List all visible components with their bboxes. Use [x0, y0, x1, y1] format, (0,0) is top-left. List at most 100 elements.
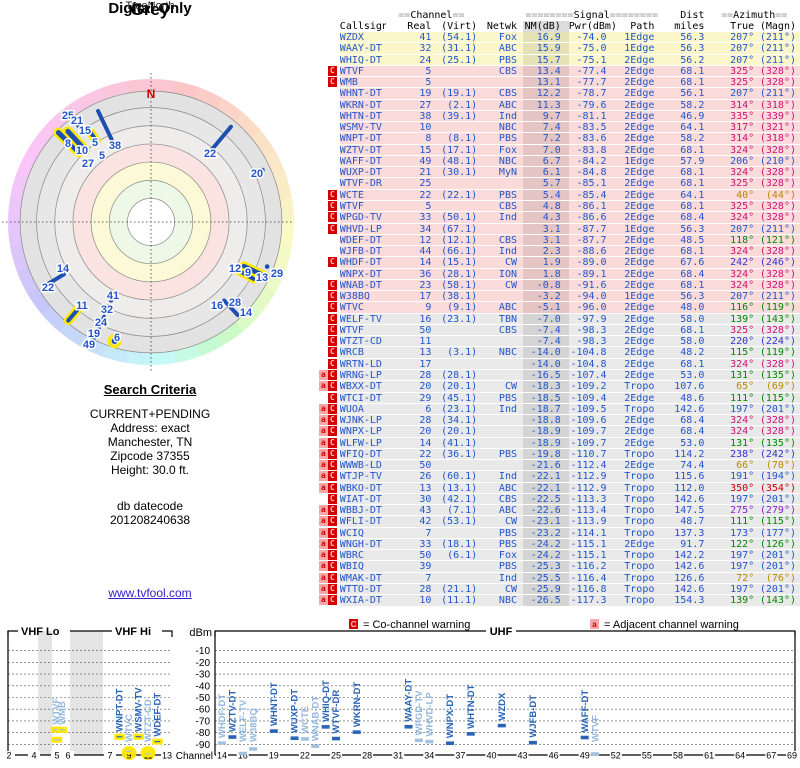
cell-path: 2Edge	[614, 347, 661, 359]
cell-azimuth-true: 335°	[708, 110, 755, 123]
cell-callsign: WFLI-DT	[339, 516, 386, 528]
col-header-magn: (Magn)	[759, 21, 796, 32]
cell-power-dbm: -114.1	[568, 527, 615, 539]
cell-azimuth-true: 325°	[708, 178, 755, 190]
cell-power-dbm: -83.5	[568, 122, 615, 134]
cell-distance-miles: 58.0	[660, 313, 709, 325]
cell-real-channel: 11	[385, 336, 432, 348]
cell-path: 2Edge	[614, 336, 661, 348]
cell-azimuth-magnetic: (328°)	[754, 324, 800, 337]
bar-callsign-label: WELF-TV	[238, 699, 249, 742]
cell-nm-db: -22.6	[522, 505, 569, 517]
channel-tick-label: 37	[455, 751, 465, 761]
cell-power-dbm: -116.2	[568, 561, 615, 573]
cell-network: Ind	[477, 212, 523, 224]
cell-callsign: WAAY-DT	[339, 43, 386, 55]
adjacent-channel-warning-badge: a	[318, 471, 328, 482]
cell-virtual-channel	[431, 65, 478, 78]
co-channel-warning-badge: C	[327, 223, 337, 234]
station-table-container: ==Channel== ========Signal======== Dist ==A…	[294, 10, 800, 607]
signal-bar	[446, 741, 454, 746]
co-channel-warning-badge: C	[327, 324, 337, 335]
cell-azimuth-true: 324°	[708, 212, 755, 224]
cell-azimuth-magnetic: (201°)	[754, 550, 800, 562]
col-header-pwr: Pwr(dBm)	[568, 21, 615, 32]
cell-virtual-channel	[431, 200, 478, 213]
cell-power-dbm: -86.6	[568, 212, 615, 224]
cell-path: 2Edge	[614, 122, 661, 134]
cell-callsign: WBIQ	[339, 561, 386, 573]
table-row: a C WLFW-LP 14 (41.1) -18.9 -109.7 2Edge 53.0 131…	[294, 437, 800, 449]
dbm-tick-label: -80	[196, 728, 211, 739]
cell-real-channel: 44	[385, 246, 432, 258]
bar-callsign-label: WTVF-DR	[331, 690, 342, 734]
cell-distance-miles: 56.1	[660, 88, 709, 100]
cell-real-channel: 13	[385, 482, 432, 494]
cell-nm-db: 7.0	[522, 144, 569, 156]
cell-callsign: WTTO-DT	[339, 584, 386, 596]
cell-azimuth-magnetic: (119°)	[754, 347, 800, 359]
cell-azimuth-true: 116°	[708, 302, 755, 314]
signal-bar	[591, 752, 600, 756]
cell-callsign: WNPX-DT	[339, 268, 386, 280]
co-channel-warning-badge: C	[327, 561, 337, 572]
radar-channel-label: 22	[204, 148, 216, 160]
cell-distance-miles: 56.3	[660, 291, 709, 303]
cell-virtual-channel: (60.1)	[431, 471, 478, 483]
cell-nm-db: -18.7	[522, 403, 569, 416]
tvfool-link[interactable]: www.tvfool.com	[108, 586, 192, 600]
channel-tick-label: 40	[486, 751, 496, 761]
table-row: C WMB 5 13.1 -77.7 2Edge 68.1 325° (328°)	[294, 77, 800, 89]
co-channel-warning-badge: C	[327, 212, 337, 223]
cell-path: 2Edge	[614, 358, 661, 370]
cell-nm-db: 5.7	[522, 178, 569, 190]
cell-real-channel: 22	[385, 189, 432, 201]
cell-network: PBS	[477, 189, 523, 201]
radar-channel-label: 41	[107, 290, 119, 302]
cell-azimuth-magnetic: (328°)	[754, 426, 800, 438]
co-channel-warning-badge: C	[327, 200, 337, 211]
cell-distance-miles: 68.1	[660, 324, 709, 337]
cell-callsign: WNAB-DT	[339, 279, 386, 292]
bar-callsign-label: WNPX-DT	[445, 694, 456, 739]
cell-power-dbm: -83.8	[568, 144, 615, 156]
cell-azimuth-magnetic: (318°)	[754, 99, 800, 111]
cell-azimuth-true: 324°	[708, 246, 755, 258]
table-row: C WTVF 5 CBS 13.4 -77.4 2Edge 68.1 325° (328°)	[294, 65, 800, 78]
cell-path: 2Edge	[614, 437, 661, 449]
search-criteria-line: Manchester, TN	[107, 435, 193, 449]
cell-network: CW	[477, 257, 523, 269]
signal-bar	[51, 736, 63, 743]
cell-real-channel: 20	[385, 426, 432, 438]
table-row: WTVF-DR 25 5.7 -85.1 2Edge 68.1 325° (328°)	[294, 178, 800, 190]
cell-nm-db: -18.9	[522, 426, 569, 438]
cell-real-channel: 12	[385, 234, 432, 247]
search-criteria-line: Height: 30.0 ft.	[110, 463, 190, 477]
cell-nm-db: -16.5	[522, 369, 569, 382]
bar-callsign-label: WHTN-DT	[466, 684, 477, 729]
vhf-hi-title: VHF Hi	[115, 626, 151, 638]
signal-bar	[142, 751, 154, 758]
cell-azimuth-magnetic: (211°)	[754, 54, 800, 66]
channel-tick-label: 5	[54, 751, 59, 761]
cell-virtual-channel: (23.1)	[431, 313, 478, 325]
cell-power-dbm: -83.6	[568, 133, 615, 145]
cell-azimuth-true: 350°	[708, 482, 755, 494]
adjacent-channel-warning-badge: a	[318, 550, 328, 561]
cell-nm-db: 1.8	[522, 268, 569, 280]
cell-power-dbm: -86.1	[568, 200, 615, 213]
cell-distance-miles: 67.6	[660, 257, 709, 269]
cell-network: PBS	[477, 561, 523, 573]
cell-virtual-channel: (45.1)	[431, 392, 478, 404]
dbm-tick-label: -50	[196, 693, 211, 704]
cell-distance-miles: 48.6	[660, 392, 709, 404]
cell-azimuth-true: 207°	[708, 54, 755, 66]
cell-azimuth-true: 111°	[708, 392, 755, 404]
vhf-uhf-bar-chart: C = Co-channel warning a = Adjacent channel…	[3, 619, 798, 762]
cell-virtual-channel	[431, 77, 478, 89]
cell-callsign: WHDF-DT	[339, 257, 386, 269]
cell-azimuth-true: 242°	[708, 257, 755, 269]
cell-nm-db: 4.8	[522, 200, 569, 213]
adjacent-channel-warning-badge: a	[318, 527, 328, 538]
cell-callsign: WRCB	[339, 347, 386, 359]
